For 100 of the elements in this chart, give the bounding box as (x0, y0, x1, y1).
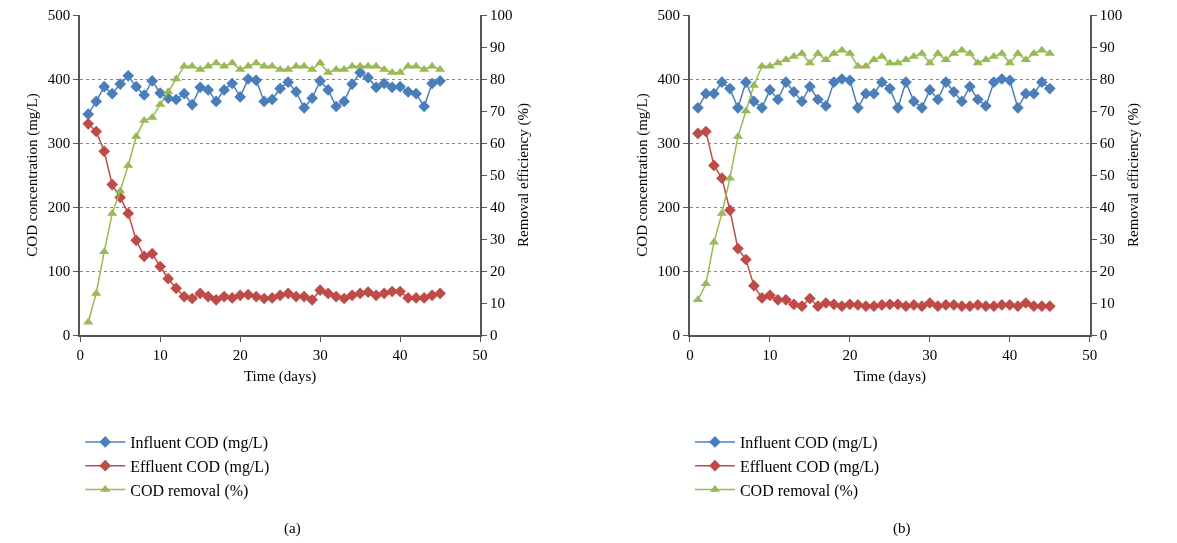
point (138, 89, 151, 101)
point (426, 289, 438, 302)
point (123, 160, 134, 168)
y2-tick-label: 70 (1099, 103, 1115, 120)
point (378, 287, 390, 300)
point (410, 87, 422, 100)
y2-tick-label: 80 (1099, 71, 1115, 88)
y2-tick-label: 80 (490, 71, 506, 88)
point (130, 234, 143, 247)
y2-tick-label: 20 (490, 263, 506, 280)
x-axis-title: Time (days) (853, 367, 927, 385)
y-tick-label: 200 (47, 199, 71, 216)
legend-label: Influent COD (mg/L) (130, 434, 268, 453)
point (90, 125, 103, 138)
point (194, 81, 207, 94)
point (274, 82, 286, 95)
y-axis-title: COD concentration (mg/L) (24, 93, 42, 257)
point (346, 289, 358, 302)
point (844, 298, 856, 311)
point (82, 117, 95, 130)
x-tick-label: 20 (842, 347, 858, 363)
y2-tick-label: 30 (490, 231, 506, 248)
point (250, 74, 263, 87)
point (130, 80, 143, 93)
point (788, 298, 800, 311)
point (210, 293, 223, 306)
point (964, 80, 976, 93)
point (210, 95, 223, 108)
x-tick-label: 30 (922, 347, 938, 363)
y-tick-label: 300 (657, 135, 680, 152)
point (378, 77, 390, 90)
point (796, 300, 808, 313)
x-tick-label: 0 (686, 347, 694, 363)
legend-label: COD removal (%) (739, 481, 859, 500)
point (138, 250, 151, 263)
point (115, 186, 126, 194)
point (202, 84, 215, 96)
point (282, 287, 294, 300)
point (868, 300, 880, 313)
point (995, 73, 1008, 85)
x-tick-label: 0 (76, 347, 84, 363)
y2-axis-title: Removal efficiency (%) (1124, 103, 1142, 247)
point (274, 289, 286, 302)
point (298, 101, 310, 114)
y-tick-label: 400 (47, 71, 71, 88)
point (154, 260, 167, 273)
point (940, 76, 952, 89)
y-tick-label: 0 (672, 327, 680, 344)
point (91, 288, 102, 296)
legend-label: COD removal (%) (130, 481, 249, 500)
point (844, 74, 856, 87)
point (1043, 82, 1056, 95)
point (354, 287, 366, 300)
point (756, 292, 768, 304)
point (186, 98, 199, 111)
y2-tick-label: 60 (490, 135, 506, 152)
point (362, 286, 374, 298)
point (692, 127, 704, 140)
x-tick-label: 10 (152, 347, 168, 363)
point (908, 299, 920, 311)
point (186, 292, 199, 305)
point (924, 84, 936, 96)
point (780, 293, 792, 306)
x-axis-title: Time (days) (243, 367, 317, 385)
y-axis-title: COD concentration (mg/L) (634, 93, 652, 257)
y-tick-label: 400 (657, 71, 680, 88)
point (122, 207, 135, 220)
point (162, 272, 175, 285)
y-tick-label: 200 (657, 199, 680, 216)
text: (a) (284, 520, 301, 537)
point (796, 95, 808, 108)
point (314, 75, 326, 87)
point (330, 100, 342, 113)
point (266, 93, 278, 106)
point (804, 80, 816, 93)
y2-tick-label: 90 (1099, 39, 1115, 56)
point (99, 247, 110, 255)
legend-label: Effluent COD (mg/L) (739, 457, 880, 476)
point (426, 77, 438, 90)
point (146, 247, 159, 260)
x-tick-label: 50 (1082, 347, 1098, 363)
point (107, 208, 118, 216)
point (338, 95, 350, 108)
point (330, 290, 342, 303)
point (322, 287, 334, 300)
point (170, 93, 183, 106)
y2-tick-label: 40 (490, 199, 506, 216)
point (892, 101, 904, 114)
point (290, 290, 302, 303)
point (106, 87, 119, 100)
point (724, 204, 736, 217)
point (1011, 101, 1024, 114)
point (434, 75, 446, 87)
point (987, 76, 1000, 89)
point (716, 76, 728, 89)
y-tick-label: 0 (62, 327, 71, 344)
point (884, 82, 896, 95)
point (218, 84, 231, 96)
point (146, 75, 159, 87)
point (250, 290, 263, 303)
